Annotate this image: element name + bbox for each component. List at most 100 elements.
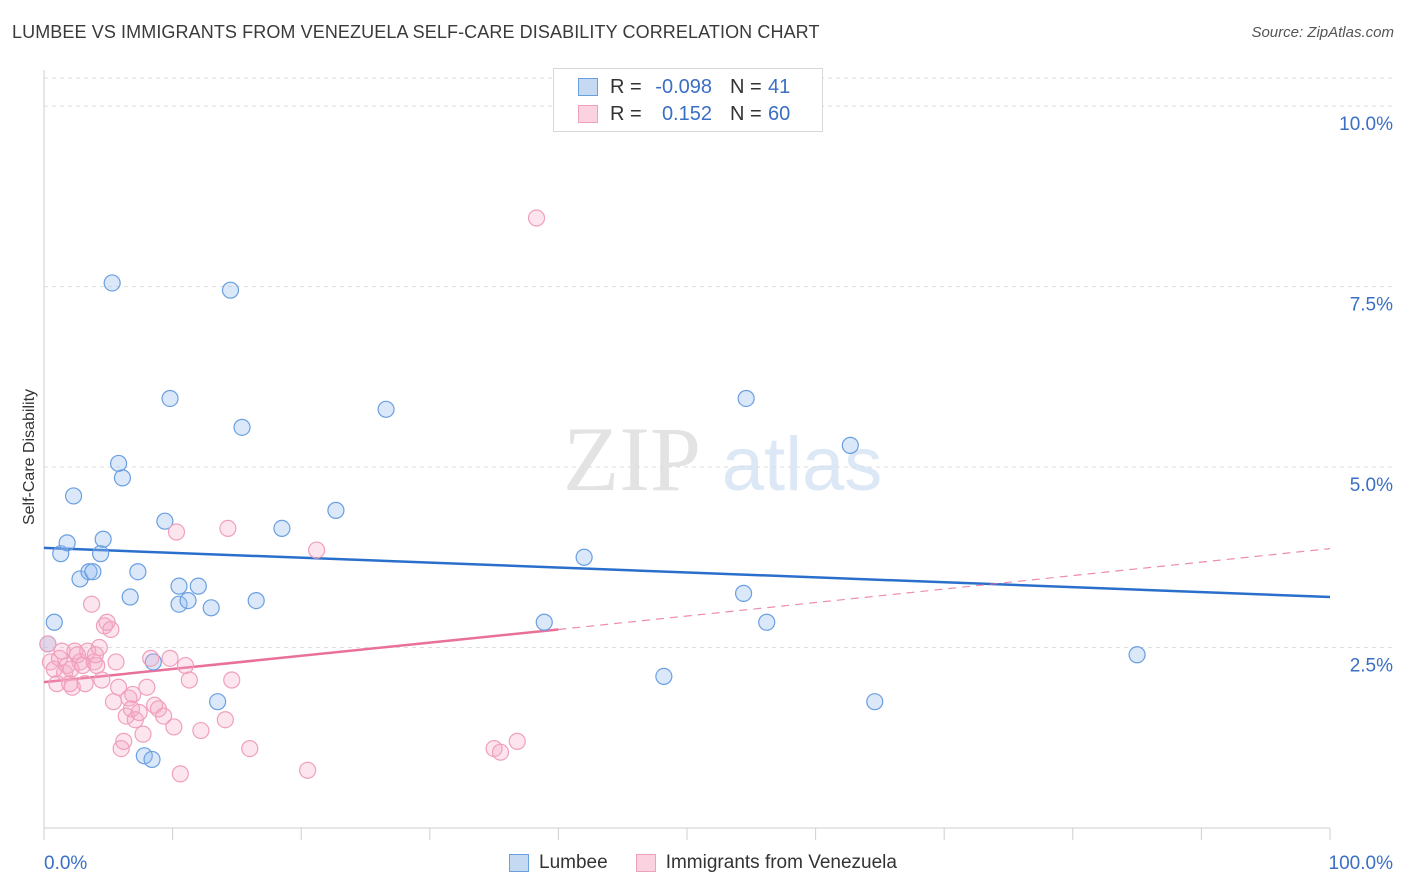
- x-tick-labels: 0.0% 100.0%: [44, 853, 1393, 874]
- point-venezuela: [167, 523, 186, 541]
- point-venezuela: [171, 765, 189, 783]
- watermark-zip: ZIP: [563, 408, 701, 510]
- point-venezuela: [134, 725, 152, 743]
- point-venezuela: [154, 707, 173, 725]
- point-venezuela: [491, 743, 510, 761]
- legend-r-value: 0.152: [661, 102, 712, 125]
- point-venezuela: [115, 732, 133, 750]
- trend-line-venezuela: [43, 628, 559, 684]
- point-lumbee: [156, 512, 174, 530]
- x-tick-label-max: 100.0%: [1329, 853, 1394, 874]
- point-venezuela: [93, 671, 111, 689]
- series-label-venezuela: Immigrants from Venezuela: [665, 852, 897, 873]
- point-lumbee: [121, 588, 139, 606]
- point-lumbee: [52, 545, 70, 563]
- series-legend-venezuela: Immigrants from Venezuela: [635, 852, 897, 874]
- point-venezuela: [241, 739, 259, 758]
- y-tick-labels: 2.5% 5.0% 7.5% 10.0%: [1339, 114, 1393, 676]
- point-venezuela: [45, 660, 63, 678]
- trend-line-venezuela-extension: [558, 548, 1331, 631]
- point-venezuela: [527, 209, 546, 227]
- point-lumbee: [179, 591, 197, 610]
- point-venezuela: [219, 519, 237, 538]
- point-lumbee: [170, 595, 188, 613]
- trend-lines: [43, 546, 1331, 684]
- point-lumbee: [221, 281, 240, 299]
- legend-r-value: -0.098: [655, 75, 712, 98]
- point-venezuela: [109, 678, 128, 696]
- point-lumbee: [84, 563, 102, 581]
- source-credit: Source: ZipAtlas.com: [1251, 24, 1394, 41]
- point-lumbee: [103, 274, 121, 292]
- trend-line-lumbee: [43, 546, 1331, 599]
- point-venezuela: [62, 660, 80, 678]
- legend-n-label: N =: [730, 102, 762, 125]
- point-venezuela: [223, 671, 241, 689]
- point-lumbee: [377, 400, 395, 418]
- point-venezuela: [39, 635, 57, 653]
- point-venezuela: [176, 656, 195, 675]
- point-lumbee: [71, 570, 89, 588]
- point-venezuela: [102, 620, 120, 639]
- gridlines: [44, 77, 1392, 649]
- point-lumbee: [45, 613, 63, 631]
- series-swatch-lumbee: [509, 854, 530, 872]
- point-venezuela: [216, 711, 234, 729]
- point-venezuela: [161, 649, 179, 667]
- point-lumbee: [143, 750, 161, 769]
- point-lumbee: [247, 591, 265, 610]
- point-lumbee: [575, 548, 593, 566]
- point-venezuela: [165, 718, 183, 736]
- point-lumbee: [758, 613, 776, 631]
- point-venezuela: [86, 646, 105, 664]
- point-lumbee: [535, 613, 553, 631]
- point-lumbee: [866, 693, 884, 711]
- legend-row-venezuela: R = 0.152 N = 60: [578, 102, 790, 126]
- y-tick-label: 2.5%: [1350, 656, 1393, 677]
- point-venezuela: [142, 649, 160, 667]
- series-legend: Lumbee Immigrants from Venezuela: [0, 852, 1406, 874]
- legend-n-value: 60: [768, 102, 791, 125]
- point-venezuela: [299, 761, 317, 779]
- series-legend-lumbee: Lumbee: [509, 852, 608, 874]
- point-lumbee: [1128, 646, 1146, 664]
- data-points: [39, 209, 1146, 783]
- series-swatch-venezuela: [635, 854, 656, 872]
- correlation-legend: R = -0.098 N = 41 R = 0.152 N = 60: [553, 68, 823, 132]
- point-venezuela: [124, 685, 142, 704]
- point-venezuela: [76, 675, 94, 693]
- point-venezuela: [192, 721, 210, 740]
- point-venezuela: [138, 678, 156, 696]
- point-lumbee: [58, 534, 76, 552]
- point-lumbee: [94, 530, 112, 548]
- point-venezuela: [82, 595, 101, 613]
- point-lumbee: [233, 418, 251, 436]
- point-lumbee: [189, 577, 207, 595]
- point-venezuela: [104, 693, 123, 711]
- watermark-atlas: atlas: [722, 422, 883, 507]
- point-lumbee: [327, 501, 345, 519]
- point-lumbee: [202, 599, 220, 617]
- legend-swatch-venezuela: [578, 105, 598, 123]
- legend-row-lumbee: R = -0.098 N = 41: [578, 75, 790, 99]
- point-lumbee: [209, 693, 227, 711]
- point-lumbee: [80, 563, 98, 581]
- point-lumbee: [170, 577, 188, 595]
- axes: [43, 70, 1331, 840]
- point-venezuela: [107, 653, 125, 671]
- point-lumbee: [64, 487, 83, 505]
- x-tick-label-min: 0.0%: [44, 853, 87, 874]
- point-venezuela: [130, 703, 148, 722]
- point-venezuela: [63, 678, 81, 696]
- legend-n-label: N =: [730, 75, 762, 98]
- point-lumbee: [737, 389, 755, 408]
- legend-n-value: 41: [768, 75, 791, 98]
- point-venezuela: [308, 541, 326, 559]
- point-lumbee: [655, 667, 673, 686]
- chart-title: LUMBEE VS IMMIGRANTS FROM VENEZUELA SELF…: [12, 22, 820, 42]
- point-lumbee: [91, 545, 110, 563]
- y-tick-label: 5.0%: [1350, 475, 1393, 496]
- point-venezuela: [180, 671, 198, 689]
- y-tick-label: 10.0%: [1339, 114, 1393, 135]
